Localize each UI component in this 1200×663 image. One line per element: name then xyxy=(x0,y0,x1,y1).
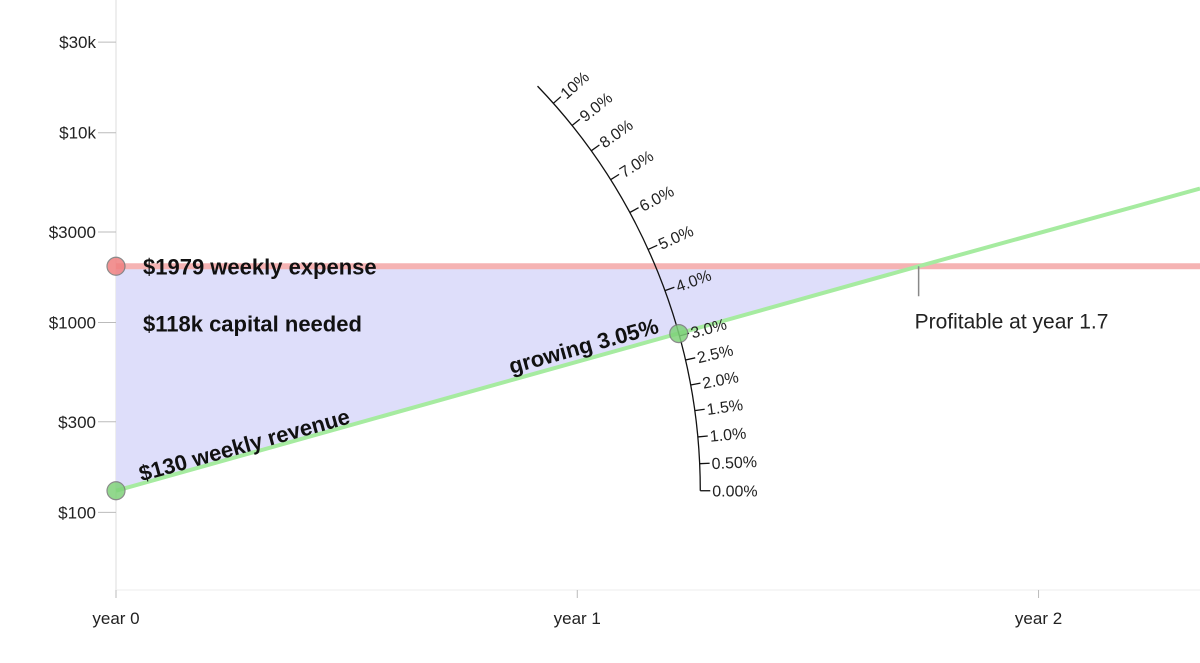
gauge-tick-label: 7.0% xyxy=(617,148,657,182)
gauge-tick-label: 8.0% xyxy=(597,117,637,152)
gauge-tick xyxy=(685,357,696,361)
gauge-tick xyxy=(690,382,701,386)
gauge-tick-label: 6.0% xyxy=(637,183,677,215)
y-tick-label: $100 xyxy=(58,503,96,522)
gauge-tick xyxy=(552,96,562,104)
gauge-tick-label: 9.0% xyxy=(577,90,616,126)
gauge-tick-label: 1.0% xyxy=(709,425,747,445)
x-tick-label: year 0 xyxy=(92,609,139,628)
gauge-tick-label: 1.5% xyxy=(706,397,744,419)
gauge-tick xyxy=(647,244,658,251)
growth-handle[interactable] xyxy=(669,323,689,344)
gauge-arc xyxy=(537,85,701,491)
gauge-tick-label: 2.5% xyxy=(696,342,735,367)
gauge-tick xyxy=(571,118,581,126)
gauge-tick xyxy=(694,408,705,412)
gauge-tick-label: 5.0% xyxy=(656,223,696,254)
expense-handle[interactable] xyxy=(106,256,126,276)
gauge-tick xyxy=(629,207,639,214)
gauge-tick xyxy=(610,173,620,181)
breakeven-label: Profitable at year 1.7 xyxy=(915,310,1109,333)
x-tick-label: year 2 xyxy=(1015,609,1062,628)
y-tick-label: $10k xyxy=(59,124,96,143)
y-tick-label: $1000 xyxy=(49,314,96,333)
y-tick-label: $300 xyxy=(58,413,96,432)
gauge-tick xyxy=(664,286,675,292)
gauge-tick-label: 0.50% xyxy=(711,454,757,473)
gauge-tick-label: 0.00% xyxy=(712,484,757,501)
gauge-tick xyxy=(697,435,708,438)
y-tick-label: $3000 xyxy=(49,223,96,242)
revenue-handle[interactable] xyxy=(106,481,126,501)
gauge-tick xyxy=(590,144,600,152)
expense-label: $1979 weekly expense xyxy=(143,254,377,279)
capital-label: $118k capital needed xyxy=(143,311,362,336)
gauge-tick-label: 10% xyxy=(558,69,593,103)
y-tick-label: $30k xyxy=(59,33,96,52)
x-tick-label: year 1 xyxy=(554,609,601,628)
gauge-tick-label: 2.0% xyxy=(701,369,740,392)
